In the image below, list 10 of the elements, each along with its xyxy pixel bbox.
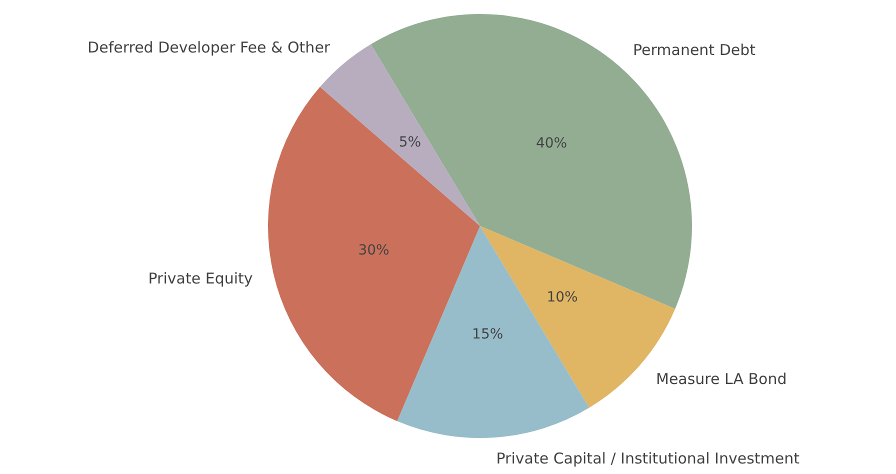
data-label: 10% — [546, 290, 578, 306]
slice-label: Permanent Debt — [632, 41, 756, 59]
slice-label: Measure LA Bond — [656, 370, 787, 388]
slice-label: Private Capital / Institutional Investment — [496, 450, 800, 468]
data-label: 30% — [358, 242, 390, 259]
data-label: 15% — [472, 326, 504, 343]
data-label: 5% — [398, 134, 422, 150]
slice-label: Private Equity — [148, 269, 253, 288]
data-label: 40% — [536, 136, 568, 152]
slice-label: Deferred Developer Fee & Other — [88, 38, 331, 56]
